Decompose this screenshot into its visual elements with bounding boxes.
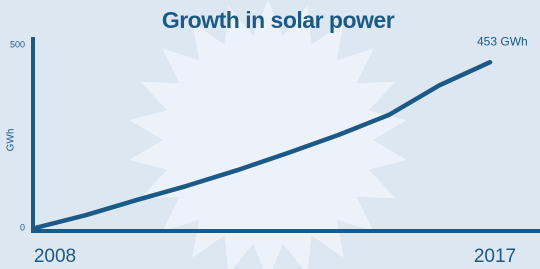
y-tick-label: 0 — [20, 222, 25, 232]
value-label: 453 GWh — [477, 34, 528, 48]
x-tick-label: 2008 — [34, 246, 76, 267]
chart: Growth in solar power GWh 0 500 2008 2017 45… — [0, 0, 540, 269]
chart-title: Growth in solar power — [162, 7, 395, 33]
x-tick-label: 2017 — [474, 246, 516, 267]
y-tick-label: 500 — [10, 39, 25, 49]
y-axis-label: GWh — [6, 129, 17, 152]
page: Growth in solar power GWh 0 500 2008 2017 45… — [0, 0, 540, 269]
